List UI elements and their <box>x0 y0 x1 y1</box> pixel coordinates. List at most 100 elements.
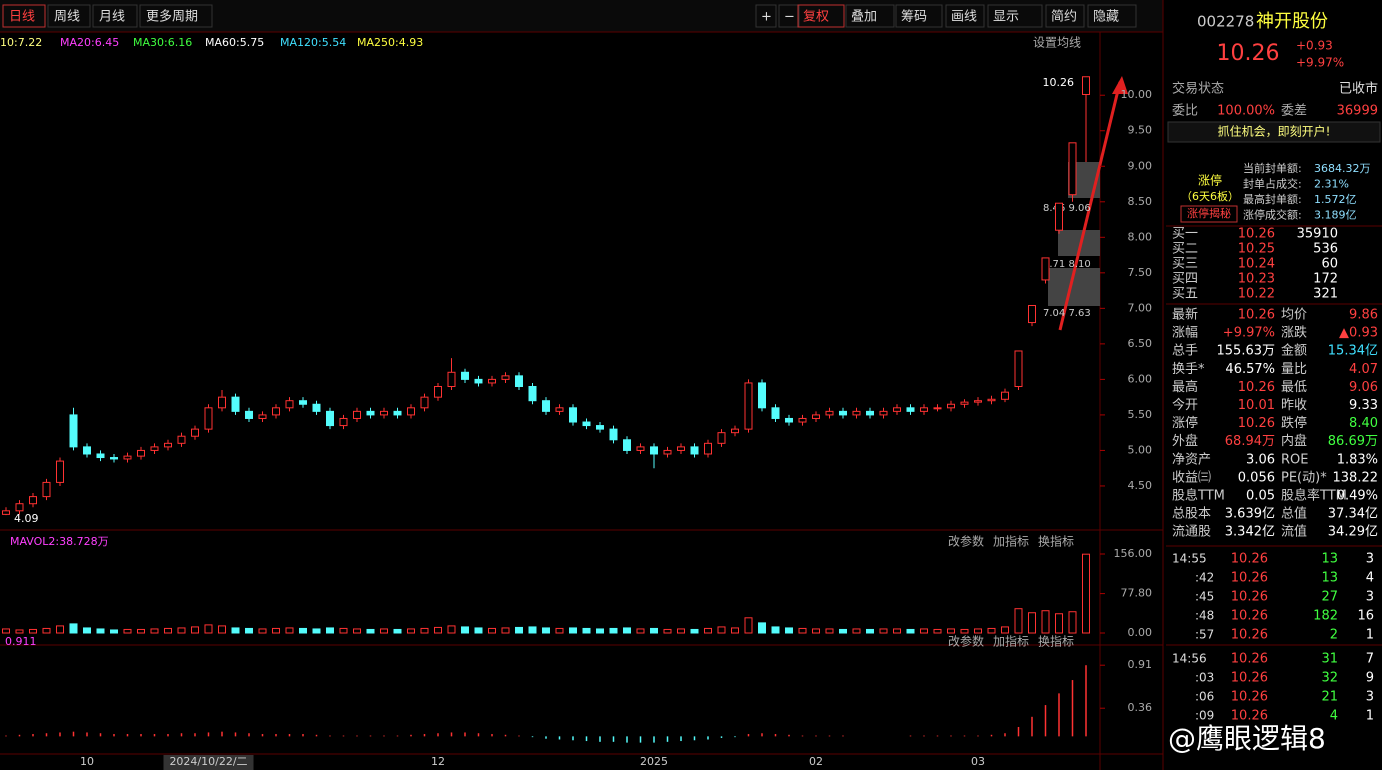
trade-volume: 27 <box>1321 590 1338 605</box>
candle-body <box>420 396 429 409</box>
volume-bar <box>501 627 510 634</box>
volume-bar <box>29 628 37 634</box>
limit-button-label[interactable]: 涨停揭秘 <box>1187 206 1231 220</box>
tool-label[interactable]: 画线 <box>951 10 977 25</box>
tool-label[interactable]: 隐藏 <box>1093 10 1119 25</box>
trade-price: 10.26 <box>1231 652 1268 667</box>
tool-button[interactable] <box>797 4 845 28</box>
trade-count: 9 <box>1366 671 1374 686</box>
stat-value: 10.26 <box>1238 380 1275 395</box>
volume-bar <box>299 627 307 634</box>
volume-bar <box>1068 611 1077 634</box>
tool-label[interactable]: 筹码 <box>901 9 927 25</box>
tab-label[interactable]: 日线 <box>9 10 35 25</box>
tab[interactable] <box>2 4 46 28</box>
candle-body <box>299 400 307 405</box>
volume-bar <box>1055 613 1063 634</box>
tool-button[interactable] <box>778 4 800 28</box>
limit-row-label: 最高封单额: <box>1243 192 1302 206</box>
candle-body <box>974 400 982 403</box>
candle-body <box>609 428 618 441</box>
volume-bar <box>150 628 159 634</box>
panel-button[interactable]: 改参数 <box>948 634 984 649</box>
stat-value: 37.34亿 <box>1328 507 1378 522</box>
ratio-value: 36999 <box>1337 104 1378 119</box>
candle-body <box>15 503 24 512</box>
volume-bar <box>191 626 199 634</box>
tool-button[interactable] <box>987 4 1043 28</box>
candle-body <box>1028 305 1036 324</box>
trade-count: 3 <box>1366 552 1374 567</box>
candle-body <box>42 481 51 498</box>
trade-time: :48 <box>1195 609 1214 623</box>
tab[interactable] <box>47 4 91 28</box>
y-tick-label: 7.00 <box>1128 301 1153 314</box>
tool-label[interactable]: 简约 <box>1051 9 1077 25</box>
volume-bar <box>663 628 672 634</box>
panel-button[interactable]: 换指标 <box>1038 534 1074 549</box>
bid-price: 10.24 <box>1238 257 1275 272</box>
candle-body <box>920 407 928 412</box>
candle-body <box>285 400 294 409</box>
candle-body <box>906 407 915 412</box>
tab-label[interactable]: 周线 <box>54 10 80 25</box>
tool-label[interactable]: 显示 <box>993 10 1019 25</box>
bid-price: 10.26 <box>1238 227 1275 242</box>
tool-label[interactable]: − <box>784 10 795 25</box>
panel-button[interactable]: 加指标 <box>993 534 1029 549</box>
price-change: +0.93 <box>1296 39 1333 53</box>
stock-name: 神开股份 <box>1256 11 1328 32</box>
tool-button[interactable] <box>845 4 895 28</box>
volume-bar <box>731 627 739 634</box>
tool-button[interactable] <box>1087 4 1137 28</box>
ma-setting[interactable]: 设置均线 <box>1033 36 1081 50</box>
tab[interactable] <box>92 4 138 28</box>
candle-body <box>461 371 469 380</box>
candle-body <box>501 375 510 380</box>
candle-body <box>623 439 631 451</box>
trade-volume: 31 <box>1321 652 1338 667</box>
candle-body <box>380 410 388 416</box>
tab[interactable] <box>139 4 213 28</box>
low-label: 4.09 <box>14 512 39 525</box>
candle-body <box>393 410 402 416</box>
candle-body <box>123 455 132 460</box>
candle-body <box>191 428 199 437</box>
y-tick-label: 8.50 <box>1128 195 1153 208</box>
candle-body <box>731 428 739 434</box>
tab-label[interactable]: 月线 <box>99 10 125 25</box>
candle-body <box>879 410 888 416</box>
stat-value: 3.06 <box>1246 452 1275 467</box>
limit-row-value: 3.189亿 <box>1314 209 1357 222</box>
trade-price: 10.26 <box>1231 609 1268 624</box>
tool-button[interactable] <box>1045 4 1085 28</box>
tool-button[interactable] <box>755 4 777 28</box>
ad-box[interactable] <box>1167 121 1381 143</box>
volume-bar <box>879 628 888 634</box>
volume-bar <box>596 628 604 634</box>
tab-label[interactable]: 更多周期 <box>146 9 198 25</box>
stat-label: 收益㈢ <box>1172 470 1211 485</box>
tool-label[interactable]: 复权 <box>803 9 829 25</box>
panel-button[interactable]: 加指标 <box>993 634 1029 649</box>
stat-value: 10.26 <box>1238 308 1275 323</box>
panel-button[interactable]: 改参数 <box>948 534 984 549</box>
stat-value: ▲0.93 <box>1339 326 1378 341</box>
indicator-title: 0.911 <box>5 635 37 648</box>
y-tick-label: 0.91 <box>1128 658 1153 671</box>
volume-bar <box>690 628 699 634</box>
ma-legend: MA30:6.16 <box>133 36 192 49</box>
tool-button[interactable] <box>945 4 985 28</box>
volume-bar <box>69 623 78 634</box>
tool-button[interactable] <box>895 4 943 28</box>
tool-label[interactable]: 叠加 <box>851 10 877 25</box>
ad-text[interactable]: 抓住机会，即刻开户! <box>1218 124 1331 139</box>
candle-body <box>366 410 375 416</box>
candle-body <box>339 417 348 427</box>
limit-button[interactable] <box>1180 205 1238 223</box>
candle-body <box>326 410 334 427</box>
tool-label[interactable]: + <box>761 10 772 25</box>
candle-body <box>812 414 820 419</box>
panel-button[interactable]: 换指标 <box>1038 634 1074 649</box>
